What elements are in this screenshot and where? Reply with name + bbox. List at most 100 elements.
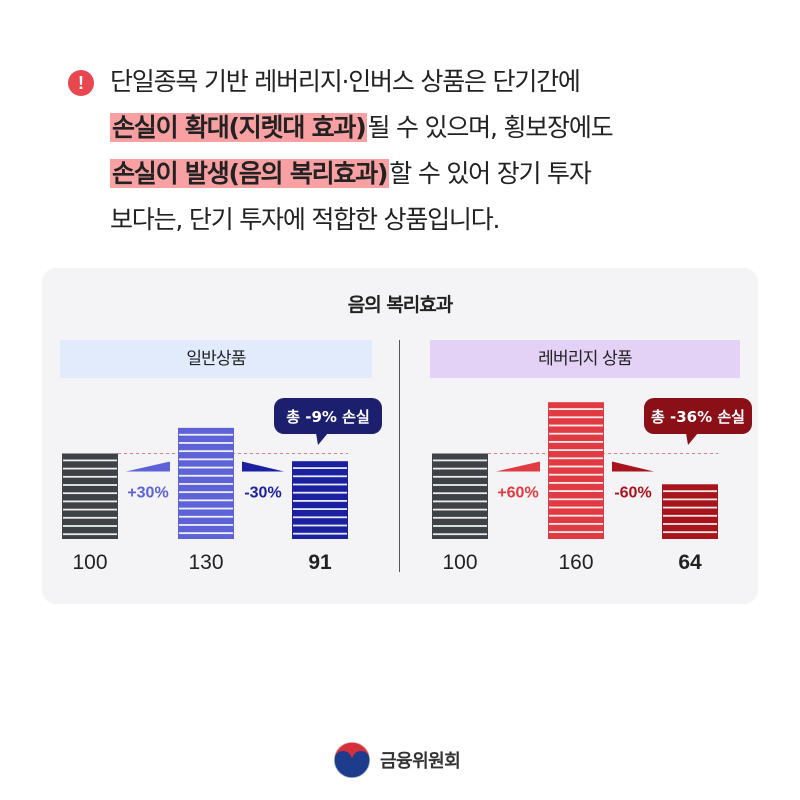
normal-bar-2-stripe (179, 442, 233, 444)
leverage-bar-1-stripe (433, 484, 487, 486)
leverage-bar-2-stripe (549, 441, 603, 443)
normal-change-label-1: +30% (127, 485, 168, 502)
org-name: 금융위원회 (380, 751, 461, 772)
notice-highlight-leverage: 손실이 확대(지렛대 효과) (110, 113, 368, 142)
normal-bar-2-stripe (179, 524, 233, 526)
normal-bar-3-stripe (293, 516, 347, 519)
normal-callout-bubble (274, 398, 382, 434)
normal-bar-1-stripe (63, 516, 117, 519)
notice-line-3: 손실이 발생(음의 복리효과)할 수 있어 장기 투자 (110, 154, 750, 200)
normal-bar-1-stripe (63, 484, 117, 486)
notice-line-2-text: 될 수 있으며, 횡보장에도 (367, 113, 613, 142)
notice-line-2: 손실이 확대(지렛대 효과)될 수 있으며, 횡보장에도 (110, 108, 750, 154)
leverage-value-label-2: 160 (558, 551, 593, 574)
normal-bar-2-stripe (179, 515, 233, 518)
chart-panel: 음의 복리효과 일반상품 레버리지 상품 100 130 91 +30% -30% 총 -… (42, 268, 758, 604)
leverage-bar-3-stripe (663, 523, 717, 525)
leverage-bar-2-stripe (549, 457, 603, 460)
normal-bar-3-stripe (293, 467, 347, 469)
normal-value-label-1: 100 (72, 551, 107, 574)
notice-line-3-text: 할 수 있어 장기 투자 (389, 159, 592, 188)
leverage-value-label-1: 100 (442, 551, 477, 574)
leverage-bar-3 (662, 484, 718, 539)
normal-bar-2-stripe (179, 499, 233, 502)
group-label-leverage: 레버리지 상품 (430, 340, 740, 378)
normal-bar-2-stripe (179, 474, 233, 477)
leverage-bar-2-stripe (549, 490, 603, 492)
leverage-bar-2-stripe (549, 449, 603, 451)
normal-bar-2-stripe (179, 450, 233, 453)
leverage-change-wedge-1 (496, 461, 540, 472)
normal-callout-text: 총 -9% 손실 (286, 408, 370, 426)
notice-line-1: 단일종목 기반 레버리지·인버스 상품은 단기간에 (110, 62, 750, 108)
leverage-bar-2-stripe (549, 408, 603, 410)
leverage-bar-2-stripe (549, 514, 603, 517)
normal-bar-3-stripe (293, 508, 347, 510)
leverage-bar-3-stripe (663, 490, 717, 493)
footer: 금융위원회 (0, 738, 800, 782)
normal-bar-3-stripe (293, 475, 347, 478)
normal-bar-2-stripe (179, 433, 233, 436)
normal-value-label-2: 130 (188, 551, 223, 574)
normal-bar-1-stripe (63, 500, 117, 503)
leverage-callout-text: 총 -36% 손실 (651, 408, 745, 426)
government-emblem-icon (333, 741, 371, 779)
normal-change-wedge-1 (126, 461, 170, 472)
leverage-bar-2-stripe (549, 424, 603, 427)
leverage-bar-2-stripe (549, 523, 603, 525)
normal-bar-2-stripe (179, 491, 233, 494)
leverage-change-label-2: -60% (614, 485, 651, 502)
leverage-bar-3-stripe (663, 531, 717, 534)
leverage-bar-2-stripe (549, 506, 603, 509)
leverage-bar-1-stripe (433, 459, 487, 462)
normal-bar-1-stripe (63, 533, 117, 536)
normal-bar-1-stripe (63, 467, 117, 470)
chart-title: 음의 복리효과 (347, 294, 454, 316)
normal-bar-1-stripe (63, 525, 117, 527)
normal-bar-2-stripe (179, 458, 233, 461)
leverage-bar-2-stripe (549, 416, 603, 419)
notice-text: 단일종목 기반 레버리지·인버스 상품은 단기간에 손실이 확대(지렛대 효과)… (110, 62, 750, 246)
notice-highlight-compound: 손실이 발생(음의 복리효과) (110, 159, 390, 188)
leverage-bar-1-stripe (433, 500, 487, 503)
leverage-bar-2-stripe (549, 482, 603, 484)
normal-callout-tail (316, 433, 328, 445)
leverage-bar-3-stripe (663, 506, 717, 509)
normal-bar-3-stripe (293, 524, 347, 527)
leverage-bar-3-stripe (663, 498, 717, 501)
leverage-bar-1-stripe (433, 467, 487, 470)
normal-bar-1-stripe (63, 508, 117, 511)
leverage-bar-2-stripe (549, 531, 603, 533)
leverage-bar-1-stripe (433, 475, 487, 478)
normal-bar-3-stripe (293, 532, 347, 535)
leverage-callout-bubble (644, 398, 752, 434)
leverage-value-label-3: 64 (678, 551, 702, 574)
leverage-bar-2-stripe (549, 465, 603, 468)
normal-bar-1-stripe (63, 459, 117, 462)
normal-change-label-2: -30% (244, 485, 281, 502)
leverage-bar-1-stripe (433, 492, 487, 495)
leverage-bar-2-stripe (549, 473, 603, 476)
notice-line-4-text: 보다는, 단기 투자에 적합한 상품입니다. (110, 205, 500, 234)
leverage-bar-1-stripe (433, 516, 487, 519)
normal-bar-2-stripe (179, 466, 233, 469)
leverage-bar-1-stripe (433, 533, 487, 536)
normal-bar-3-stripe (293, 499, 347, 502)
normal-bar-2-stripe (179, 483, 233, 485)
leverage-callout-tail (686, 433, 698, 445)
notice-line-4: 보다는, 단기 투자에 적합한 상품입니다. (110, 200, 750, 246)
exclamation-icon: ! (68, 70, 94, 96)
leverage-bar-1-stripe (433, 508, 487, 511)
leverage-bar-3-stripe (663, 514, 717, 517)
normal-bar-3-stripe (293, 483, 347, 486)
normal-bar-2-stripe (179, 532, 233, 535)
leverage-bar-2-stripe (549, 498, 603, 501)
group-label-normal: 일반상품 (60, 340, 372, 378)
normal-change-wedge-2 (242, 461, 284, 472)
normal-bar-2-stripe (179, 507, 233, 510)
normal-bar-3-stripe (293, 491, 347, 494)
group-divider (399, 340, 400, 572)
notice-line-1-text: 단일종목 기반 레버리지·인버스 상품은 단기간에 (110, 67, 581, 96)
leverage-change-label-1: +60% (497, 485, 538, 502)
leverage-bar-1-stripe (433, 525, 487, 527)
